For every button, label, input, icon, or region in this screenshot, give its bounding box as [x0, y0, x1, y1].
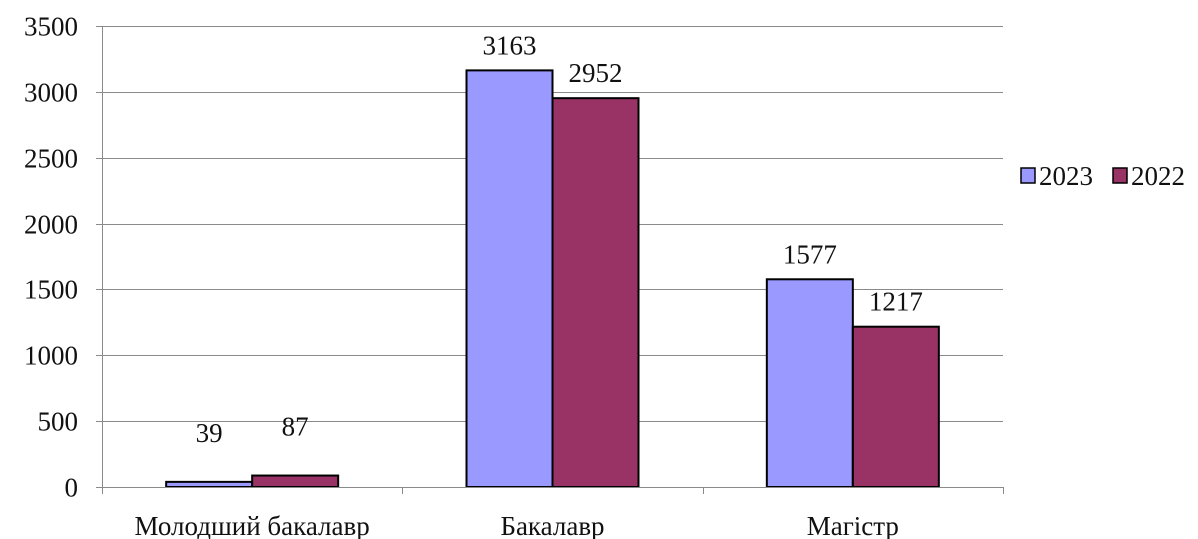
- data-label: 3163: [483, 30, 537, 60]
- data-label: 87: [282, 412, 309, 442]
- legend-swatch: [1112, 167, 1128, 184]
- category-label: Бакалавр: [500, 511, 604, 539]
- y-tick-label: 500: [38, 407, 79, 437]
- y-tick-label: 3500: [24, 12, 78, 42]
- y-tick-label: 1000: [24, 341, 78, 371]
- axes: [102, 26, 1004, 494]
- y-tick-label: 0: [65, 473, 79, 503]
- bar-2023-2: [765, 278, 854, 488]
- data-label: 39: [196, 418, 223, 448]
- data-label: 1577: [783, 239, 837, 269]
- data-label: 1217: [869, 287, 923, 317]
- y-tick-label: 3000: [24, 78, 78, 108]
- bars: [165, 69, 940, 489]
- y-axis-ticks: 0 500 1000 1500 2000 2500 3000 3500: [24, 12, 102, 503]
- legend-label: 2022: [1131, 161, 1185, 191]
- bar-2023-0: [165, 480, 254, 488]
- bar-2022-1: [551, 97, 640, 488]
- y-tick-label: 2500: [24, 144, 78, 174]
- category-label: Молодший бакалавр: [135, 511, 370, 539]
- y-tick-label: 1500: [24, 275, 78, 305]
- data-label: 2952: [569, 58, 623, 88]
- x-axis-categories: Молодший бакалавр Бакалавр Магістр: [135, 511, 899, 539]
- legend-label: 2023: [1039, 161, 1093, 191]
- bar-2023-1: [465, 69, 554, 488]
- category-label: Магістр: [807, 511, 899, 539]
- legend-swatch: [1020, 167, 1036, 184]
- legend: 2023 2022: [1020, 161, 1185, 191]
- bar-2022-2: [851, 325, 940, 488]
- bar-2022-0: [251, 474, 340, 489]
- data-labels: 39 87 3163 2952 1577 1217: [196, 30, 923, 447]
- y-tick-label: 2000: [24, 210, 78, 240]
